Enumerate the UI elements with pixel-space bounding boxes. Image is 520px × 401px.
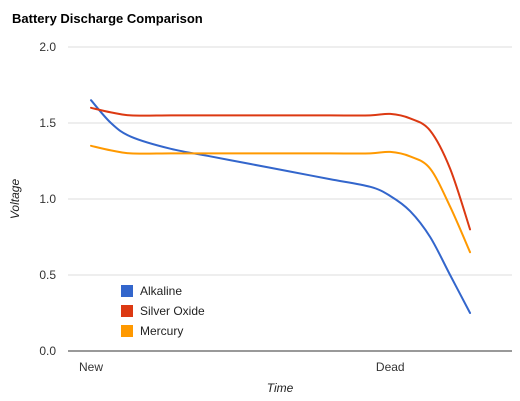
legend-swatch bbox=[121, 285, 133, 297]
x-tick-label: Dead bbox=[376, 360, 405, 374]
legend: Alkaline Silver Oxide Mercury bbox=[121, 284, 205, 338]
y-axis-title: Voltage bbox=[8, 179, 22, 220]
x-tick-labels: New Dead bbox=[79, 360, 405, 374]
series-line-mercury bbox=[90, 144, 472, 254]
y-tick-label: 1.5 bbox=[39, 116, 56, 130]
gridlines bbox=[68, 46, 512, 276]
series-line-alkaline bbox=[90, 99, 472, 314]
y-tick-label: 0.0 bbox=[39, 344, 56, 358]
legend-swatch bbox=[121, 325, 133, 337]
series-lines bbox=[90, 99, 472, 314]
legend-swatch bbox=[121, 305, 133, 317]
chart-title: Battery Discharge Comparison bbox=[12, 11, 203, 26]
x-axis-title: Time bbox=[267, 381, 294, 395]
x-tick-label: New bbox=[79, 360, 103, 374]
y-tick-label: 0.5 bbox=[39, 268, 56, 282]
series-line-silver-oxide bbox=[90, 106, 472, 231]
legend-label: Mercury bbox=[140, 324, 183, 338]
y-tick-label: 1.0 bbox=[39, 192, 56, 206]
y-tick-labels: 0.0 0.5 1.0 1.5 2.0 bbox=[39, 40, 56, 358]
legend-label: Silver Oxide bbox=[140, 304, 205, 318]
y-tick-label: 2.0 bbox=[39, 40, 56, 54]
legend-label: Alkaline bbox=[140, 284, 182, 298]
